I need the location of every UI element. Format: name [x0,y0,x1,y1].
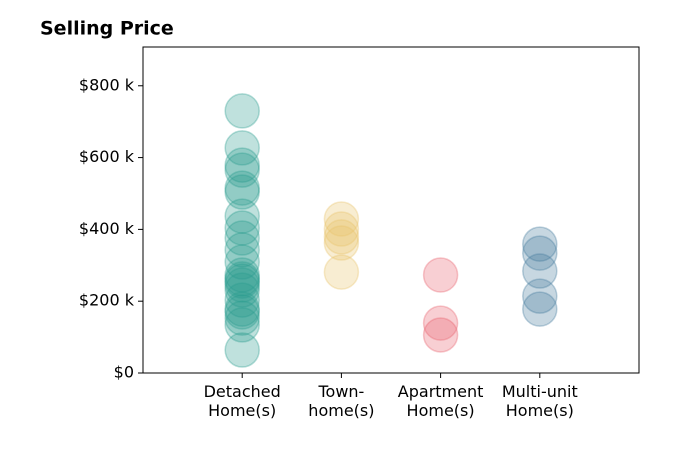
point [323,225,360,261]
point [522,278,558,314]
point [224,130,260,166]
point [224,263,260,299]
point [422,317,459,353]
point [224,93,260,129]
point [224,267,260,303]
x-tick-label: Detached Home(s) [203,382,281,420]
y-tick-label: $400 k [79,219,135,238]
point [224,210,260,246]
chart-title: Selling Price [40,18,174,40]
point [224,174,260,210]
point [224,261,260,297]
point [522,226,558,262]
x-tick-label: Apartment Home(s) [397,382,484,420]
plot-frame [142,46,640,374]
point [323,201,360,237]
x-tick-label: Town- home(s) [308,382,375,420]
point [323,254,360,290]
point [224,220,260,256]
point [522,253,558,289]
point [224,170,260,206]
point [422,257,459,293]
y-tick-label: $200 k [79,291,135,310]
y-tick-label: $0 [114,363,134,382]
point [522,235,558,271]
point [224,332,260,368]
y-tick-label: $800 k [79,75,135,94]
point [224,198,260,234]
point [224,244,260,280]
point [224,307,260,343]
point [323,211,360,247]
point [224,147,260,183]
point [522,291,558,327]
point [224,272,260,308]
point [224,291,260,327]
point [224,257,260,293]
point [224,282,260,318]
y-tick-label: $600 k [79,147,135,166]
point [224,300,260,336]
point [422,305,459,341]
point [224,294,260,330]
point [224,152,260,188]
point [323,219,360,255]
point [224,232,260,268]
x-tick-label: Multi-unit Home(s) [501,382,578,420]
